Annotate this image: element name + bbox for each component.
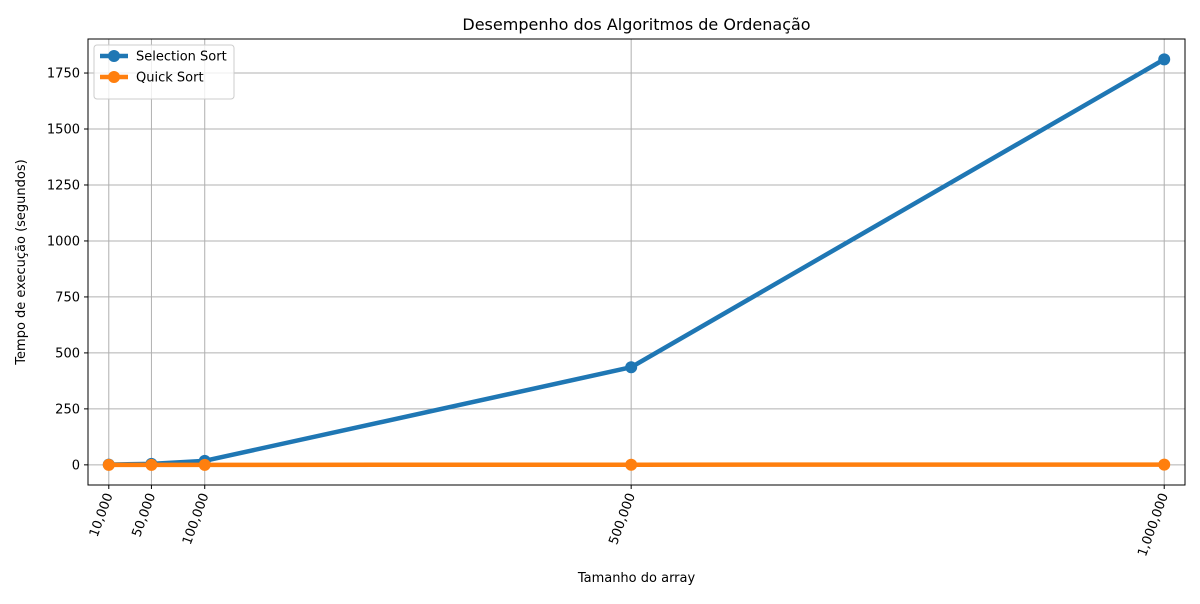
y-tick-label: 1250 — [47, 178, 80, 193]
y-tick-label: 500 — [55, 346, 80, 361]
y-axis-ticks: 0 250 500 750 1000 1250 1500 1750 — [47, 67, 88, 474]
y-tick-label: 250 — [55, 402, 80, 417]
legend-label: Quick Sort — [136, 71, 204, 86]
x-axis-ticks: 10,000 50,000 100,000 500,000 1,000,000 — [87, 485, 1172, 559]
data-point — [625, 361, 637, 373]
y-axis-title: Tempo de execução (segundos) — [14, 159, 29, 365]
y-tick-label: 0 — [72, 458, 80, 473]
series-line — [109, 59, 1164, 464]
y-tick-label: 1500 — [47, 123, 80, 138]
y-tick-label: 750 — [55, 290, 80, 305]
y-tick-label: 1750 — [47, 67, 80, 82]
legend: Selection Sort Quick Sort — [94, 45, 234, 99]
x-tick-label: 50,000 — [130, 491, 160, 539]
x-axis-title: Tamanho do array — [577, 571, 696, 586]
legend-label: Selection Sort — [136, 50, 227, 65]
data-point — [1158, 459, 1170, 471]
grid — [88, 39, 1185, 485]
y-tick-label: 1000 — [47, 234, 80, 249]
series-quick-sort — [103, 459, 1170, 471]
series-selection-sort — [103, 53, 1170, 470]
data-point — [103, 459, 115, 471]
data-point — [1158, 53, 1170, 65]
x-tick-label: 100,000 — [180, 491, 212, 547]
chart-title: Desempenho dos Algoritmos de Ordenação — [462, 15, 810, 34]
x-tick-label: 1,000,000 — [1135, 491, 1172, 558]
data-point — [145, 459, 157, 471]
x-tick-label: 10,000 — [87, 491, 117, 539]
x-tick-label: 500,000 — [606, 491, 638, 547]
legend-swatch-marker — [108, 50, 120, 62]
plot-area-frame — [88, 39, 1185, 485]
series-group — [103, 53, 1170, 470]
data-point — [199, 459, 211, 471]
data-point — [625, 459, 637, 471]
legend-swatch-marker — [108, 71, 120, 83]
